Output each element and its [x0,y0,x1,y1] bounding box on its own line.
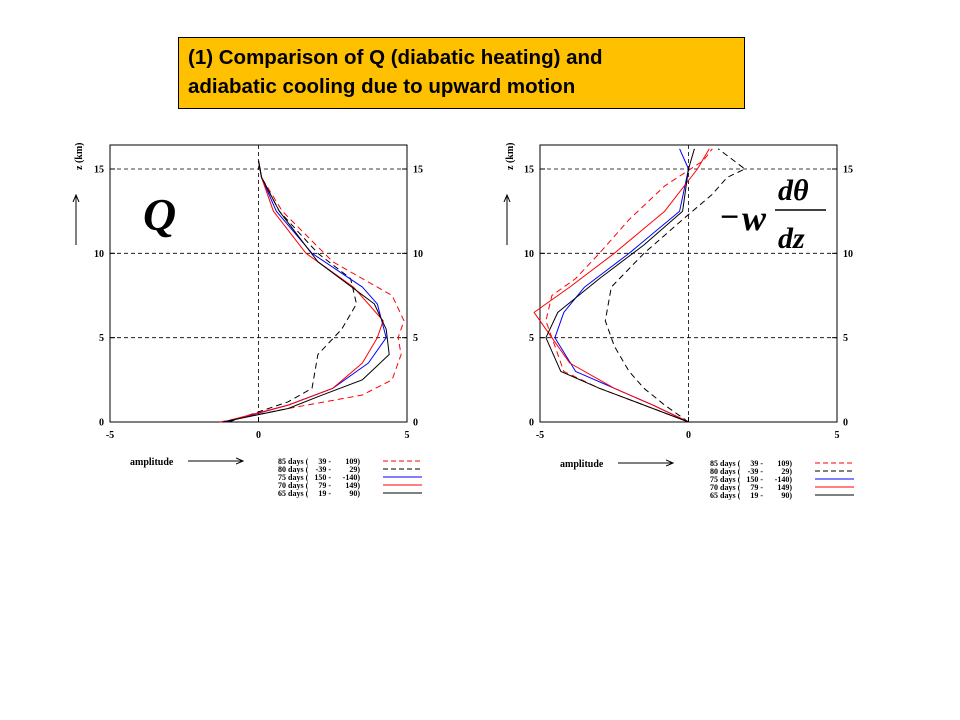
legend-label: 80 days ( [278,465,309,474]
legend-range-hi: 90) [781,491,792,500]
x-tick-label: 0 [686,430,691,441]
y-tick-label: 15 [94,165,104,176]
legend-range-lo: 150 - [746,475,763,484]
y-tick-label-right: 0 [413,418,418,429]
legend: 85 days ( 39 - 109) 80 days ( -39 - 29) 75 day… [278,457,422,498]
y-ticks-left: 0 5 10 15 [524,165,545,429]
legend-range-lo: 39 - [318,457,331,466]
legend-label: 70 days ( [278,481,309,490]
y-axis-label: z (km) [74,143,85,171]
legend-range-hi: 109) [777,459,792,468]
y-tick-label-right: 10 [843,249,853,260]
legend-range-lo: -39 - [748,467,764,476]
y-tick-label-right: 15 [413,165,423,176]
legend-range-hi: 149) [345,481,360,490]
series-line-1 [604,148,746,423]
series-line-0 [219,160,405,423]
series-line-1 [228,160,357,423]
y-ticks-left: 0 5 10 15 [94,165,115,429]
y-tick-label: 15 [524,165,534,176]
legend: 85 days ( 39 - 109) 80 days ( -39 - 29) 75 day… [710,459,854,500]
y-tick-label: 5 [529,333,534,344]
legend-range-hi: 29) [781,467,792,476]
legend-range-lo: -39 - [316,465,332,474]
y-tick-label: 10 [94,249,104,260]
legend-range-lo: 19 - [750,491,763,500]
legend-label: 65 days ( [278,489,309,498]
legend-range-lo: 79 - [750,483,763,492]
series-line-2 [225,160,387,423]
y-ticks-right: 0 5 10 15 [402,165,423,429]
y-tick-label: 10 [524,249,534,260]
legend-range-hi: -140) [343,473,361,482]
legend-label: 65 days ( [710,491,741,500]
x-tick-label: 5 [405,430,410,441]
series-line-2 [554,148,689,423]
legend-label: 85 days ( [278,457,309,466]
legend-range-hi: 29) [349,465,360,474]
y-tick-label-right: 15 [843,165,853,176]
series-line-4 [545,148,695,423]
series-layer [219,160,405,423]
legend-label: 75 days ( [710,475,741,484]
y-tick-label: 0 [99,418,104,429]
legend-range-lo: 79 - [318,481,331,490]
series-layer [533,148,746,423]
w-symbol: w [742,198,767,238]
series-line-3 [533,148,710,423]
q-annotation: Q [143,189,176,240]
y-tick-label-right: 0 [843,418,848,429]
title-line-1: (1) Comparison of Q (diabatic heating) a… [188,46,603,69]
y-tick-label: 0 [529,418,534,429]
series-line-3 [222,160,384,423]
x-ticks: -5 0 5 [106,417,410,441]
y-tick-label-right: 5 [843,333,848,344]
q-symbol: Q [143,189,176,240]
y-axis-label: z (km) [505,143,516,171]
y-ticks-right: 0 5 10 15 [832,165,853,429]
legend-range-lo: 19 - [318,489,331,498]
y-tick-label: 5 [99,333,104,344]
title-box: (1) Comparison of Q (diabatic heating) a… [178,37,745,109]
legend-label: 75 days ( [278,473,309,482]
grid-lines [110,145,407,422]
series-line-0 [545,148,713,423]
x-axis-label: amplitude [130,457,174,468]
legend-label: 70 days ( [710,483,741,492]
x-tick-label: 0 [256,430,261,441]
x-tick-label: -5 [106,430,114,441]
x-axis-label: amplitude [560,459,604,470]
d-theta-symbol: dθ [778,174,809,207]
minus-sign: − [720,199,739,236]
legend-range-lo: 39 - [750,459,763,468]
legend-range-hi: 90) [349,489,360,498]
y-tick-label-right: 5 [413,333,418,344]
title-line-2: adiabatic cooling due to upward motion [188,75,576,98]
legend-range-hi: -140) [775,475,793,484]
dz-symbol: dz [778,222,805,255]
w-dtheta-dz-annotation: − w dθ dz [720,174,826,255]
series-line-4 [222,160,390,423]
legend-label: 80 days ( [710,467,741,476]
x-tick-label: -5 [536,430,544,441]
legend-range-hi: 149) [777,483,792,492]
x-ticks: -5 0 5 [536,417,840,441]
legend-range-lo: 150 - [314,473,331,482]
legend-label: 85 days ( [710,459,741,468]
y-tick-label-right: 10 [413,249,423,260]
x-tick-label: 5 [835,430,840,441]
plot-frame [109,144,408,423]
legend-range-hi: 109) [345,457,360,466]
